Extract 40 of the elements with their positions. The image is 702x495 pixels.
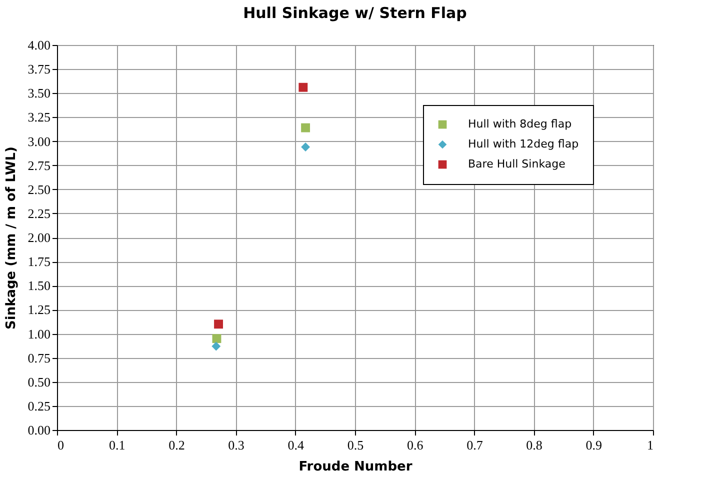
y-tick-label: 4.00: [28, 38, 50, 52]
x-tick-label: 0.1: [108, 438, 126, 452]
point: [298, 82, 308, 92]
point: [214, 320, 223, 329]
y-tick-label: 3.25: [28, 110, 50, 125]
y-tick-label: 3.75: [28, 62, 50, 77]
x-tick-label: 0.7: [466, 438, 484, 452]
x-tick-label: 0.2: [168, 438, 185, 452]
point: [301, 123, 310, 132]
y-tick-label: 2.50: [28, 182, 50, 197]
y-tick-label: 1.25: [28, 302, 50, 318]
x-tick-label: 0.5: [347, 438, 364, 452]
x-tick-label: 1: [647, 438, 654, 452]
point: [212, 342, 221, 351]
y-axis-title: Sinkage (mm / m of LWL): [4, 146, 19, 330]
legend-label: Hull with 8deg flap: [468, 118, 572, 130]
y-tick-label: 2.75: [28, 158, 50, 173]
point: [212, 334, 222, 344]
y-tick-label: 0.50: [28, 374, 50, 390]
x-tick-label: 0.8: [526, 438, 542, 452]
x-tick-label: 0.6: [406, 438, 424, 452]
y-tick-label: 3.00: [28, 134, 50, 149]
y-tick-label: 1.75: [28, 254, 50, 270]
x-tick-label: 0.9: [586, 438, 602, 452]
y-tick-label: 3.50: [28, 86, 50, 101]
y-tick-label: 2.00: [28, 230, 50, 245]
point: [301, 142, 310, 152]
y-tick-label: 2.25: [28, 206, 50, 221]
x-tick-label: 0: [58, 438, 64, 452]
y-tick-label: 0.00: [28, 422, 50, 438]
y-tick-label: 0.25: [28, 398, 50, 414]
y-tick-label: 0.75: [28, 350, 50, 366]
x-tick-label: 0.4: [288, 438, 305, 452]
legend-label: Hull with 12deg flap: [468, 138, 579, 150]
y-tick-label: 1.00: [28, 326, 50, 342]
x-tick-label: 0.3: [228, 438, 244, 452]
legend-label: Bare Hull Sinkage: [468, 158, 566, 170]
chart-title: Hull Sinkage w/ Stern Flap: [243, 4, 468, 22]
y-tick-label: 1.50: [28, 278, 50, 294]
x-axis-title: Froude Number: [298, 460, 413, 474]
